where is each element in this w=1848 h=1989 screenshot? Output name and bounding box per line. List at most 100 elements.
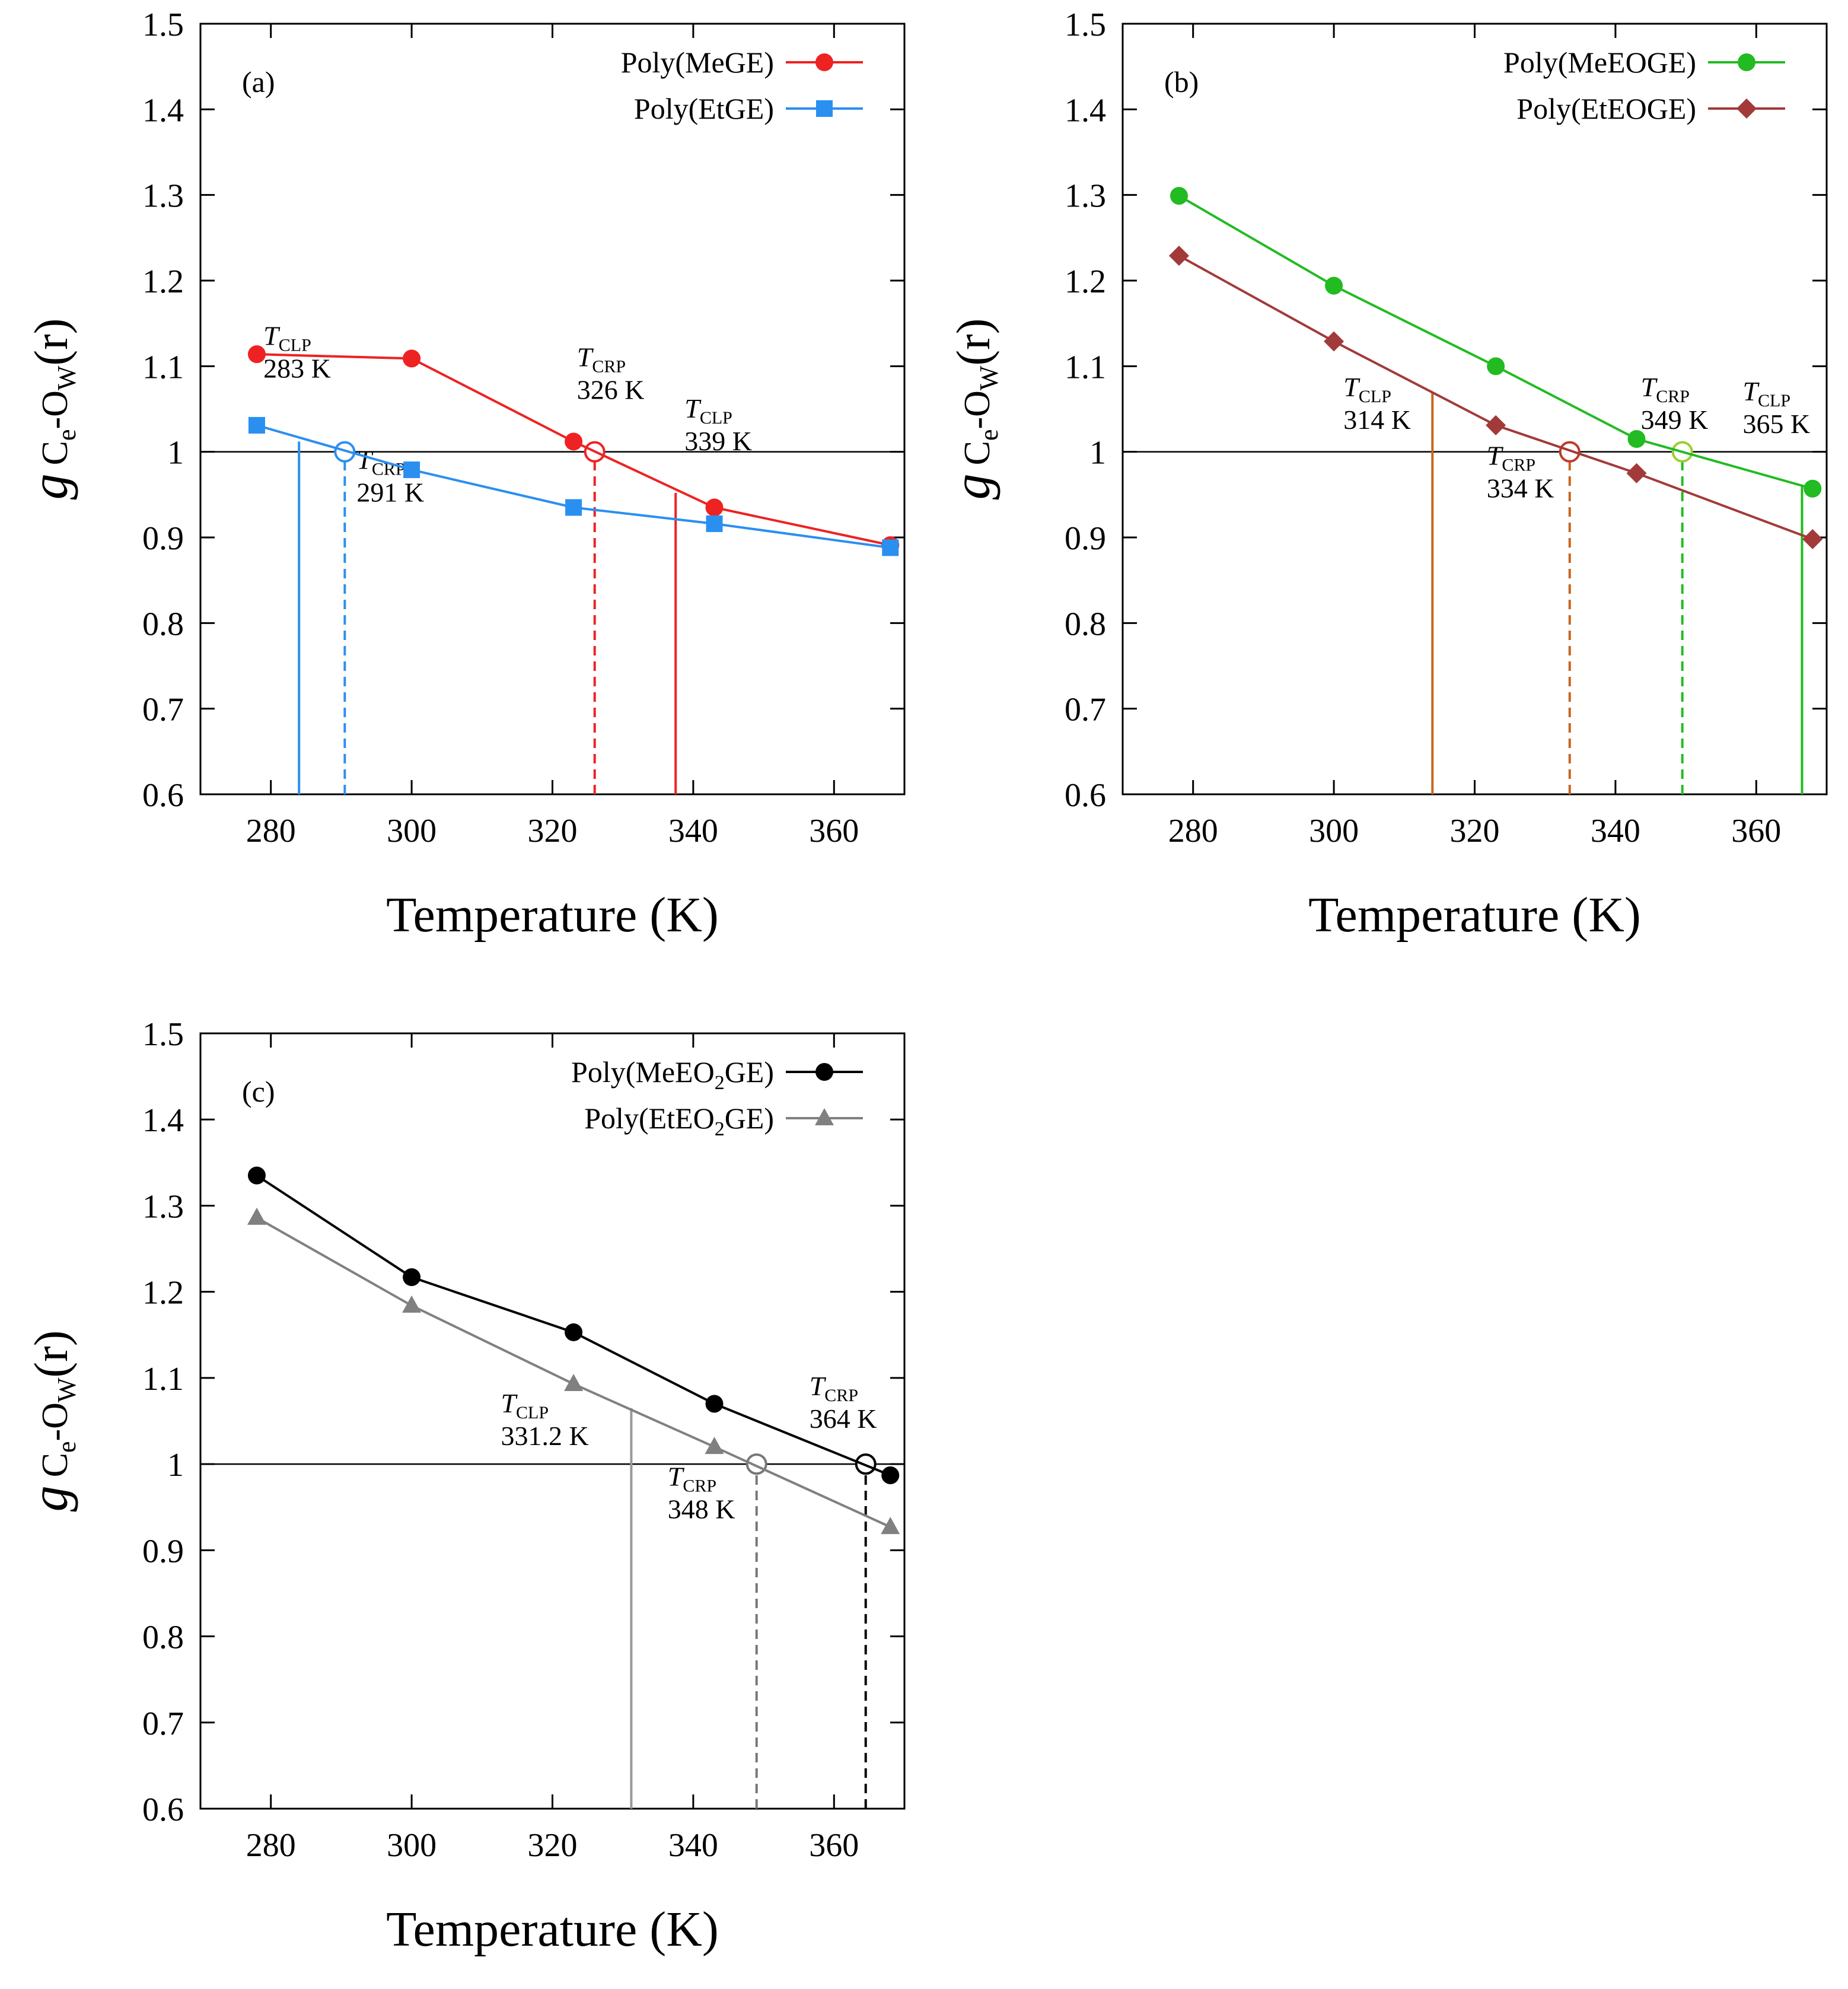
data-point bbox=[565, 432, 583, 451]
legend-part: GE) bbox=[725, 1055, 774, 1089]
x-axis-title: Temperature (K) bbox=[386, 1902, 719, 1957]
plot-frame bbox=[1121, 23, 1828, 795]
annotation-label: TCRP bbox=[1641, 372, 1690, 406]
y-title-part: W bbox=[52, 1377, 81, 1402]
legend-marker bbox=[1737, 98, 1757, 119]
y-tick-label: 1.2 bbox=[142, 263, 184, 300]
legend-label: Poly(MeGE) bbox=[621, 46, 774, 79]
data-point bbox=[1168, 246, 1189, 266]
data-point bbox=[403, 349, 421, 368]
data-point bbox=[565, 499, 582, 516]
data-point bbox=[247, 345, 266, 364]
annotation-subscript: CLP bbox=[1758, 391, 1790, 410]
data-point bbox=[1627, 430, 1646, 448]
y-tick-label: 0.6 bbox=[142, 777, 184, 814]
x-tick-label: 320 bbox=[528, 1827, 578, 1864]
y-tick-label: 1 bbox=[1089, 435, 1106, 472]
data-point bbox=[705, 1437, 724, 1455]
legend-label: Poly(MeEOGE) bbox=[1503, 46, 1696, 79]
y-title-part: W bbox=[52, 365, 81, 390]
x-tick-label: 280 bbox=[1168, 813, 1218, 849]
legend-marker bbox=[815, 1108, 834, 1125]
legend-label: Poly(EtEOGE) bbox=[1516, 92, 1696, 125]
y-tick-label: 1.2 bbox=[142, 1275, 184, 1312]
legend-marker bbox=[816, 100, 833, 117]
legend-label: Poly(EtEO2GE) bbox=[584, 1102, 774, 1140]
y-tick-label: 1.3 bbox=[142, 1188, 184, 1225]
y-tick-label: 1.1 bbox=[142, 349, 184, 386]
annotation-label: TCLP bbox=[1343, 372, 1391, 406]
x-tick-label: 340 bbox=[668, 1827, 718, 1864]
y-tick-label: 0.7 bbox=[142, 692, 184, 728]
legend-subscript: 2 bbox=[715, 1118, 725, 1140]
annotation-value: 339 K bbox=[684, 426, 752, 456]
x-tick-label: 280 bbox=[246, 1827, 296, 1864]
y-title-part: C bbox=[35, 441, 75, 465]
annotation-value: 291 K bbox=[356, 478, 424, 508]
annotation-value: 349 K bbox=[1641, 405, 1709, 435]
y-title-part: g bbox=[944, 473, 1001, 499]
y-title-part: C bbox=[35, 1453, 75, 1477]
y-title-part: -O bbox=[35, 390, 75, 429]
legend-part: Poly(MeEO bbox=[571, 1055, 715, 1089]
data-point bbox=[403, 461, 420, 478]
legend-marker bbox=[815, 53, 833, 71]
series-line bbox=[256, 1217, 891, 1528]
transition-point-circle bbox=[1559, 441, 1581, 463]
data-point bbox=[881, 1466, 900, 1484]
y-tick-label: 1.1 bbox=[142, 1361, 184, 1398]
annotation-value: 364 K bbox=[810, 1404, 877, 1434]
annotation-label: TCRP bbox=[810, 1371, 858, 1405]
x-tick-label: 280 bbox=[246, 813, 296, 849]
x-tick-label: 340 bbox=[1591, 813, 1640, 849]
data-point bbox=[882, 539, 899, 556]
x-tick-label: 300 bbox=[1309, 813, 1359, 849]
data-point bbox=[881, 1517, 900, 1535]
data-point bbox=[1802, 529, 1823, 549]
annotation-label: TCRP bbox=[577, 342, 626, 376]
data-point bbox=[565, 1323, 583, 1341]
annotation-value: 348 K bbox=[668, 1494, 735, 1524]
data-point bbox=[247, 1166, 266, 1185]
legend-marker bbox=[1738, 53, 1755, 71]
y-tick-label: 0.7 bbox=[142, 1705, 184, 1742]
plot-frame bbox=[199, 23, 906, 795]
data-point bbox=[1487, 357, 1505, 375]
annotation-symbol: T bbox=[810, 1371, 827, 1401]
y-tick-label: 0.9 bbox=[142, 1533, 184, 1570]
y-tick-label: 1.1 bbox=[1065, 349, 1106, 386]
annotation-symbol: T bbox=[577, 342, 594, 372]
annotation-value: 334 K bbox=[1487, 473, 1554, 503]
y-tick-label: 1 bbox=[167, 435, 184, 472]
x-tick-label: 320 bbox=[1450, 813, 1500, 849]
data-point bbox=[1626, 463, 1647, 483]
y-tick-label: 1 bbox=[167, 1447, 184, 1484]
annotation-subscript: CRP bbox=[592, 357, 626, 376]
x-tick-label: 360 bbox=[1731, 813, 1781, 849]
annotation-symbol: T bbox=[356, 445, 374, 475]
panel-label: (b) bbox=[1164, 65, 1199, 98]
y-tick-label: 0.6 bbox=[142, 1791, 184, 1828]
y-title-part: W bbox=[974, 365, 1003, 390]
annotation-label: TCLP bbox=[684, 393, 732, 428]
annotation-label: TCLP bbox=[1742, 376, 1790, 410]
annotation-symbol: T bbox=[263, 320, 281, 351]
y-title-part: e bbox=[974, 429, 1003, 441]
annotation-value: 314 K bbox=[1343, 405, 1411, 435]
y-title-part: e bbox=[52, 429, 81, 441]
chart-panel-1: 0.6 0.7 0.8 0.9 1 1.1 1.2 1.3 1.4 1.5 280 300 320 340… bbox=[944, 7, 1828, 943]
legend-label: Poly(EtGE) bbox=[634, 92, 774, 125]
annotation-subscript: CRP bbox=[1502, 455, 1535, 475]
annotation-symbol: T bbox=[1343, 372, 1360, 402]
y-title-part: -O bbox=[957, 390, 998, 429]
annotation-label: TCLP bbox=[263, 320, 311, 355]
annotation-symbol: T bbox=[501, 1388, 518, 1418]
annotation-symbol: T bbox=[1742, 376, 1760, 406]
data-point bbox=[1325, 276, 1343, 295]
data-point bbox=[706, 515, 723, 532]
annotation-symbol: T bbox=[1487, 440, 1504, 470]
x-tick-label: 300 bbox=[387, 1827, 436, 1864]
legend-marker bbox=[815, 1063, 833, 1081]
legend-part: Poly(EtEO bbox=[584, 1102, 714, 1135]
